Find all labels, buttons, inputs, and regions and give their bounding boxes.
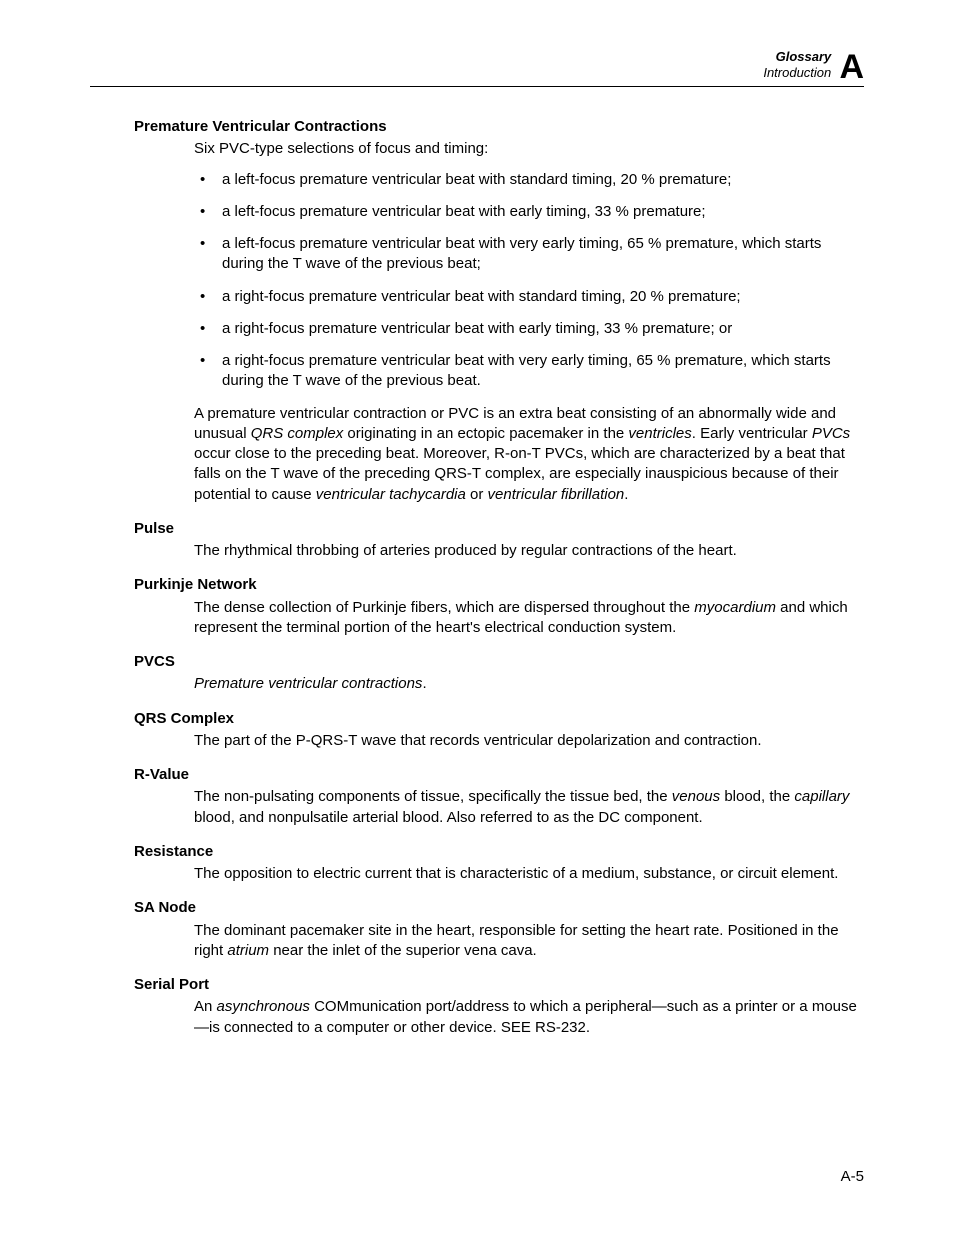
term-paragraph: The dense collection of Purkinje fibers,… (194, 598, 860, 639)
glossary-entry: SA Node The dominant pacemaker site in t… (90, 898, 864, 961)
glossary-entry: PVCS Premature ventricular contractions. (90, 652, 864, 695)
list-item: a left-focus premature ventricular beat … (194, 202, 860, 222)
glossary-entry: Premature Ventricular Contractions Six P… (90, 117, 864, 505)
page: Glossary Introduction A Premature Ventri… (0, 0, 954, 1078)
term-paragraph: A premature ventricular contraction or P… (194, 404, 860, 505)
appendix-badge: A (839, 50, 864, 84)
page-header: Glossary Introduction A (90, 48, 864, 87)
list-item: a right-focus premature ventricular beat… (194, 351, 860, 392)
term-paragraph: The non-pulsating components of tissue, … (194, 787, 860, 828)
term-paragraph: The rhythmical throbbing of arteries pro… (194, 541, 860, 561)
glossary-entry: Purkinje Network The dense collection of… (90, 575, 864, 638)
list-item: a left-focus premature ventricular beat … (194, 234, 860, 275)
term-body: Six PVC-type selections of focus and tim… (194, 139, 860, 505)
glossary-entry: R-Value The non-pulsating components of … (90, 765, 864, 828)
term-title: Premature Ventricular Contractions (134, 117, 864, 137)
term-body: The non-pulsating components of tissue, … (194, 787, 860, 828)
term-title: Pulse (134, 519, 864, 539)
term-body: The dense collection of Purkinje fibers,… (194, 598, 860, 639)
term-intro: Six PVC-type selections of focus and tim… (194, 139, 860, 159)
term-paragraph: The part of the P-QRS-T wave that record… (194, 731, 860, 751)
bullet-list: a left-focus premature ventricular beat … (194, 170, 860, 392)
term-title: SA Node (134, 898, 864, 918)
term-paragraph: Premature ventricular contractions. (194, 674, 860, 694)
term-paragraph: The dominant pacemaker site in the heart… (194, 921, 860, 962)
glossary-entry: Serial Port An asynchronous COMmunicatio… (90, 975, 864, 1038)
list-item: a right-focus premature ventricular beat… (194, 287, 860, 307)
term-title: R-Value (134, 765, 864, 785)
glossary-entry: Resistance The opposition to electric cu… (90, 842, 864, 885)
term-title: Resistance (134, 842, 864, 862)
term-title: Serial Port (134, 975, 864, 995)
term-paragraph: An asynchronous COMmunication port/addre… (194, 997, 860, 1038)
term-title: PVCS (134, 652, 864, 672)
term-title: Purkinje Network (134, 575, 864, 595)
page-number: A-5 (841, 1167, 864, 1187)
term-body: The part of the P-QRS-T wave that record… (194, 731, 860, 751)
term-title: QRS Complex (134, 709, 864, 729)
list-item: a left-focus premature ventricular beat … (194, 170, 860, 190)
term-body: The rhythmical throbbing of arteries pro… (194, 541, 860, 561)
list-item: a right-focus premature ventricular beat… (194, 319, 860, 339)
header-glossary: Glossary (776, 49, 832, 64)
term-body: The opposition to electric current that … (194, 864, 860, 884)
term-body: Premature ventricular contractions. (194, 674, 860, 694)
term-paragraph: The opposition to electric current that … (194, 864, 860, 884)
header-section: Introduction (763, 65, 831, 80)
glossary-entry: QRS Complex The part of the P-QRS-T wave… (90, 709, 864, 752)
glossary-entry: Pulse The rhythmical throbbing of arteri… (90, 519, 864, 562)
header-text: Glossary Introduction (763, 49, 831, 82)
term-body: An asynchronous COMmunication port/addre… (194, 997, 860, 1038)
term-body: The dominant pacemaker site in the heart… (194, 921, 860, 962)
